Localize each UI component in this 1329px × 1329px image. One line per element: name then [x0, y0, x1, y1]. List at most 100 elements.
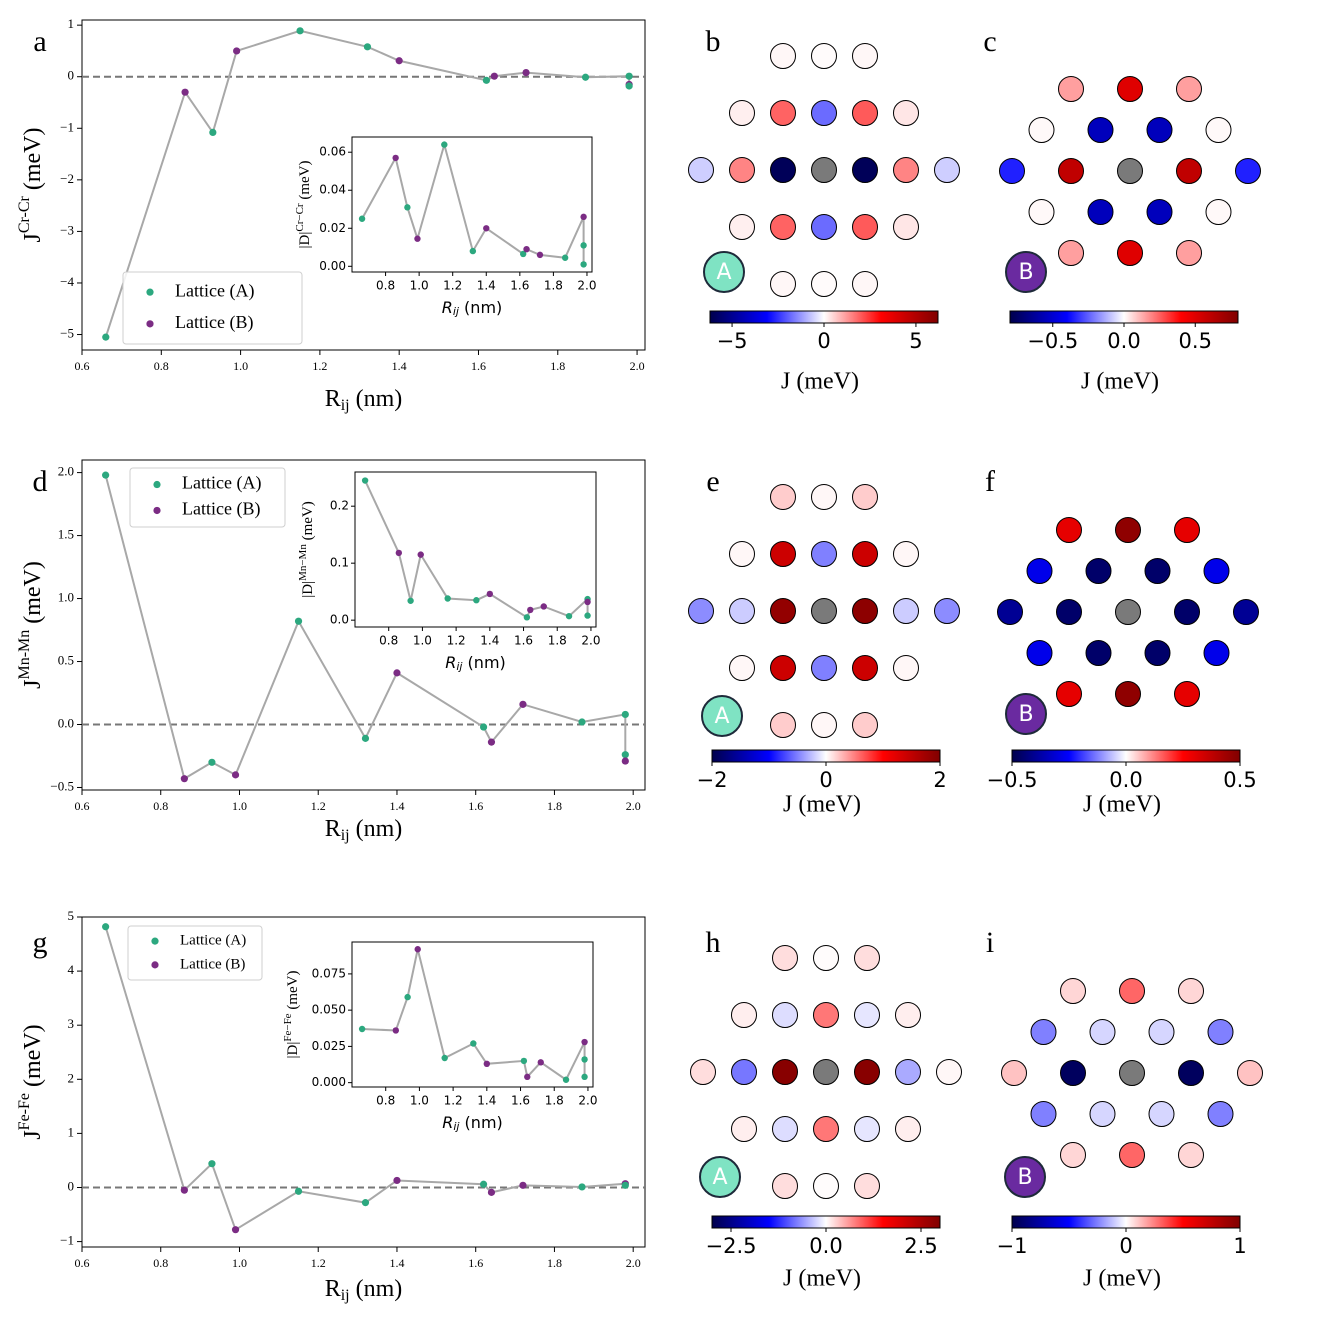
neighbor-atom	[895, 1059, 921, 1085]
inset-data-point-lattice-B	[581, 1038, 588, 1046]
x-tick-label: 1.6	[468, 799, 483, 813]
inset-y-label-pre: |D|	[297, 232, 313, 249]
neighbor-atom	[852, 484, 878, 510]
inset-series-line	[361, 140, 585, 265]
data-point-lattice-A	[482, 76, 491, 84]
lattice-badge-b	[1005, 693, 1047, 735]
inset-x-tick-label: 2.0	[578, 1094, 597, 1108]
inset-x-tick-label: 1.2	[443, 279, 462, 293]
inset-x-label-sub: ij	[453, 305, 460, 318]
neighbor-atom	[772, 1116, 798, 1142]
x-tick-label: 0.6	[75, 799, 90, 813]
neighbor-atom	[772, 1002, 798, 1028]
legend-label-b: Lattice (B)	[175, 312, 253, 333]
data-point-lattice-A	[102, 471, 110, 479]
data-point-lattice-B	[487, 1188, 496, 1196]
inset-x-tick-label: 1.4	[477, 279, 496, 293]
neighbor-atom	[1028, 117, 1055, 143]
lattice-badge-b	[1004, 1156, 1046, 1198]
neighbor-atom	[1235, 158, 1261, 184]
inset-y-label-sup: Fe−Fe	[282, 1013, 294, 1041]
inset-cr: 0.8 1.0 1.2 1.4 1.6 1.8 2.0 0.00 0.02 0.04 0.06 Rij…	[294, 136, 597, 318]
inset-x-label-unit: (nm)	[459, 1113, 502, 1132]
inset-data-point-lattice-A	[404, 204, 411, 211]
inset-x-tick-label: 1.2	[444, 1094, 463, 1108]
inset-y-label-unit: (meV)	[285, 971, 301, 1014]
inset-y-label-unit: (meV)	[300, 501, 316, 544]
neighbor-atom	[688, 157, 714, 183]
neighbor-atom	[1178, 1060, 1204, 1086]
neighbor-atom	[1056, 517, 1082, 543]
x-label-main: R	[325, 386, 341, 412]
data-point-lattice-A	[209, 128, 217, 137]
neighbor-atom	[852, 100, 878, 126]
inset-x-tick-label: 1.6	[514, 634, 533, 648]
neighbor-atom	[893, 541, 919, 567]
neighbor-atom	[1203, 558, 1230, 584]
panel-label-h: h	[706, 926, 721, 959]
neighbor-atom	[1205, 199, 1232, 225]
neighbor-atom	[895, 1116, 921, 1142]
colorbar	[711, 749, 941, 763]
axes-frame	[81, 19, 646, 351]
colorbar-tick-label: 0.0	[809, 1234, 842, 1258]
neighbor-atom	[1119, 978, 1145, 1004]
y-axis-label: JCr-Cr (meV)	[16, 128, 46, 243]
neighbor-atom	[1207, 1101, 1234, 1127]
data-point-lattice-B	[395, 57, 403, 65]
lattice-badge-b	[1005, 251, 1047, 293]
inset-x-label-sub: ij	[453, 1120, 460, 1133]
map-i: i B −1 0 1 J (meV)	[986, 926, 1263, 1292]
neighbor-atom	[852, 157, 878, 183]
neighbor-atom	[731, 1002, 757, 1028]
data-point-lattice-A	[578, 1183, 586, 1191]
inset-data-point-lattice-B	[540, 603, 547, 610]
y-tick-label: 0	[68, 1178, 75, 1193]
x-tick-label: 0.8	[154, 359, 169, 373]
x-tick-label: 1.8	[547, 799, 562, 813]
inset-x-label-sub: ij	[456, 660, 463, 673]
neighbor-atom	[813, 1116, 839, 1142]
neighbor-atom	[729, 100, 755, 126]
inset-data-point-lattice-A	[444, 595, 451, 602]
data-point-lattice-A	[625, 72, 633, 80]
neighbor-atom	[1117, 76, 1143, 102]
y-tick-label: −5	[60, 326, 74, 341]
neighbor-atom	[1087, 199, 1114, 225]
inset-y-axis-label: |D|Fe−Fe (meV)	[282, 971, 302, 1059]
neighbor-atom	[854, 1059, 880, 1085]
colorbar-tick-label: −2	[697, 768, 728, 792]
inset-data-point-lattice-A	[520, 1057, 528, 1065]
map-f: f B −0.5 0.0 0.5 J (meV)	[985, 465, 1259, 818]
neighbor-atom	[893, 157, 919, 183]
neighbor-atom	[1058, 158, 1084, 184]
panel-label-f: f	[985, 465, 995, 498]
legend-marker-b	[151, 961, 159, 969]
neighbor-atom	[1089, 1101, 1116, 1127]
inset-x-tick-label: 1.0	[413, 634, 432, 648]
map-e: e A −2 0 2 J (meV)	[688, 465, 960, 818]
x-tick-label: 1.4	[389, 799, 404, 813]
neighbor-atom	[770, 214, 796, 240]
y-tick-label: 0.0	[58, 715, 74, 730]
data-point-lattice-A	[208, 758, 216, 766]
center-atom	[811, 157, 837, 183]
colorbar-label: J (meV)	[1083, 792, 1161, 818]
x-tick-label: 1.2	[312, 359, 327, 373]
data-point-lattice-B	[231, 1226, 240, 1234]
chart-fe: g 0.6 0.8 1.0 1.2 1.4 1.6 1.8 2.0 −1 0 1 2 3 4 5 Rij (nm…	[16, 908, 646, 1304]
data-point-lattice-A	[208, 1160, 216, 1168]
y-tick-label: 1	[68, 1124, 75, 1139]
data-point-lattice-A	[361, 1199, 370, 1207]
data-point-lattice-B	[519, 700, 527, 708]
panel-label-e: e	[706, 465, 719, 498]
neighbor-atom	[729, 157, 755, 183]
x-tick-label: 1.8	[547, 1256, 562, 1270]
y-label-main: J	[20, 680, 46, 689]
colorbar-tick-label: 0	[817, 329, 830, 353]
x-tick-label: 1.4	[392, 359, 407, 373]
neighbor-atom	[1203, 640, 1230, 666]
colorbar	[709, 310, 939, 324]
inset-x-axis-label: Rij (nm)	[442, 1113, 503, 1134]
